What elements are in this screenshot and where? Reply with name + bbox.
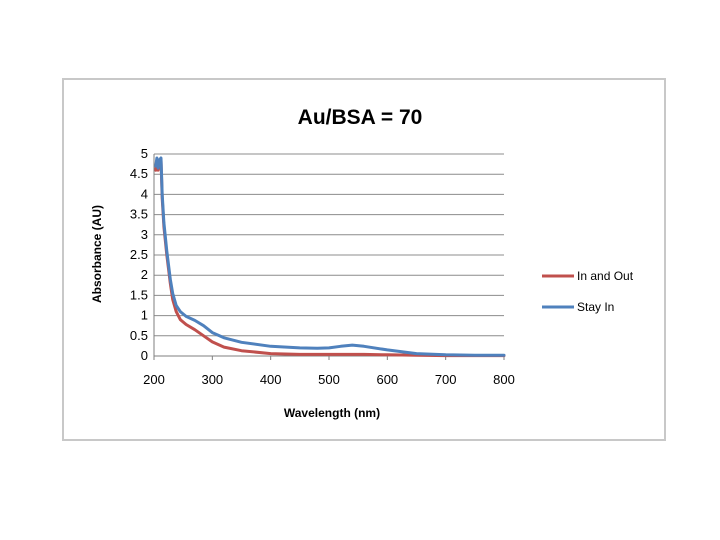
chart-frame: Au/BSA = 70 0 0.5 1 1.5 2 2.5 3 3.5 4 4.5 5 200 300… [62,78,666,441]
x-tick-label: 200 [143,372,165,387]
y-tick-label: 5 [141,146,148,161]
x-tick-label: 800 [493,372,515,387]
y-tick-label: 3.5 [130,207,148,222]
legend-label: In and Out [577,269,634,283]
x-tick-label: 500 [318,372,340,387]
series-lines [154,156,506,358]
grid-lines [153,153,505,360]
legend-label: Stay In [577,300,614,314]
y-tick-label: 2.5 [130,247,148,262]
y-tick-label: 1 [141,308,148,323]
x-axis-label: Wavelength (nm) [284,406,380,420]
y-tick-labels: 0 0.5 1 1.5 2 2.5 3 3.5 4 4.5 5 [130,146,148,363]
x-tick-label: 600 [376,372,398,387]
y-tick-label: 0.5 [130,328,148,343]
y-tick-label: 0 [141,348,148,363]
chart-svg: Au/BSA = 70 0 0.5 1 1.5 2 2.5 3 3.5 4 4.5 5 200 300… [90,106,634,420]
series-line-in-and-out [154,158,506,358]
y-tick-label: 3 [141,227,148,242]
y-tick-label: 4.5 [130,166,148,181]
chart-title: Au/BSA = 70 [298,106,423,129]
legend: In and Out Stay In [542,269,634,314]
y-tick-label: 2 [141,267,148,282]
x-tick-label: 700 [435,372,457,387]
series-line-stay-in [154,156,506,357]
x-tick-label: 400 [260,372,282,387]
y-axis-label: Absorbance (AU) [90,205,104,303]
x-tick-labels: 200 300 400 500 600 700 800 [143,372,515,387]
y-tick-label: 1.5 [130,287,148,302]
y-tick-label: 4 [141,186,148,201]
x-tick-label: 300 [201,372,223,387]
